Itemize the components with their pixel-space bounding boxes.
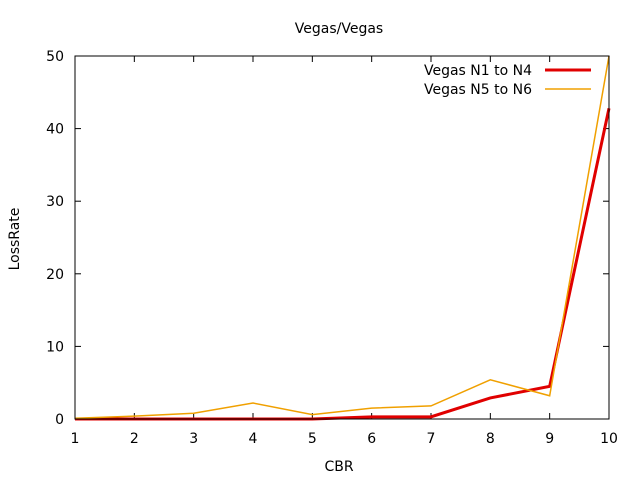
legend-label: Vegas N1 to N4 <box>424 63 532 79</box>
x-tick-label: 6 <box>367 431 376 447</box>
x-tick-label: 8 <box>486 431 495 447</box>
y-tick-label: 30 <box>46 194 64 210</box>
x-tick-label: 9 <box>545 431 554 447</box>
legend-label: Vegas N5 to N6 <box>424 82 532 98</box>
x-tick-label: 5 <box>308 431 317 447</box>
plot-frame <box>74 55 610 420</box>
chart-title: Vegas/Vegas <box>295 21 383 37</box>
x-tick-label: 7 <box>427 431 436 447</box>
series-line-2 <box>74 55 610 420</box>
y-tick-label: 50 <box>46 49 64 65</box>
x-tick-label: 10 <box>600 431 618 447</box>
series-line-1 <box>75 107 611 421</box>
y-axis-label: LossRate <box>7 208 23 271</box>
series-group <box>74 55 611 421</box>
x-tick-label: 4 <box>249 431 258 447</box>
y-tick-label: 40 <box>46 122 64 138</box>
x-tick-label: 3 <box>189 431 198 447</box>
x-tick-label: 1 <box>71 431 80 447</box>
y-tick-label: 20 <box>46 267 64 283</box>
y-tick-label: 0 <box>55 412 64 428</box>
axes: 1 2 3 4 5 6 7 8 9 10 0 10 20 30 40 50 <box>46 49 618 447</box>
y-tick-label: 10 <box>46 339 64 355</box>
x-tick-label: 2 <box>130 431 139 447</box>
x-axis-label: CBR <box>324 459 353 475</box>
legend: Vegas N1 to N4 Vegas N5 to N6 <box>424 63 591 98</box>
